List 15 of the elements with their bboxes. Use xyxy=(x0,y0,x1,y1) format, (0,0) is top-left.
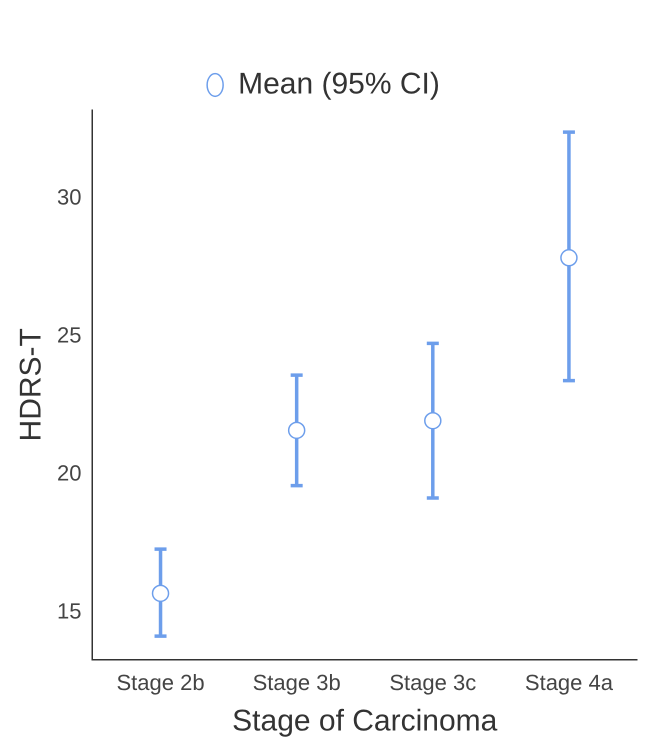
point xyxy=(152,584,170,602)
x-tick-label: Stage 2b xyxy=(116,670,205,695)
point xyxy=(560,249,578,267)
y-tick-label: 25 xyxy=(56,322,82,348)
y-tick-label: 15 xyxy=(56,598,82,624)
legend-label: Mean (95% CI) xyxy=(238,67,440,100)
x-tick-label: Stage 3b xyxy=(252,670,341,695)
point xyxy=(424,412,442,430)
x-axis-title: Stage of Carcinoma xyxy=(232,704,498,738)
x-tick-label: Stage 4a xyxy=(524,670,614,695)
y-tick-label: 30 xyxy=(56,184,82,210)
y-axis-title: HDRS-T xyxy=(14,328,48,442)
x-tick-label: Stage 3c xyxy=(389,670,476,695)
point xyxy=(288,422,306,440)
y-tick-label: 20 xyxy=(56,460,82,486)
